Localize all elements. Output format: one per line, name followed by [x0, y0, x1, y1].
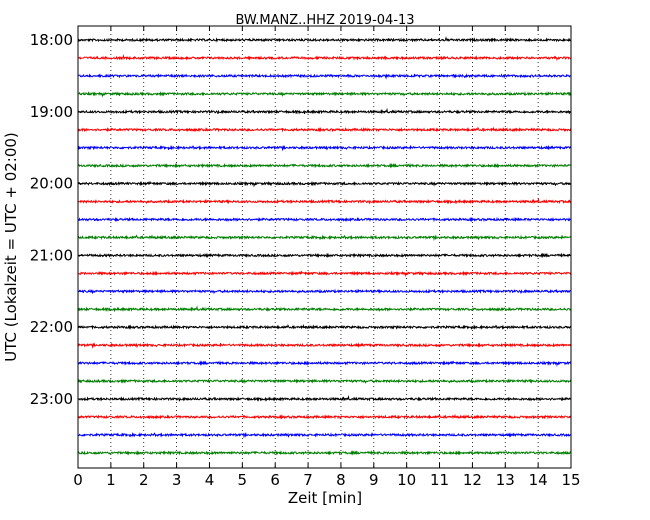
seismic-trace: [77, 234, 572, 242]
seismic-trace: [77, 270, 572, 278]
y-tick-label: 19:00: [30, 103, 73, 121]
seismic-trace: [77, 162, 572, 169]
x-tick-label: 3: [172, 471, 182, 489]
seismic-trace: [77, 107, 572, 115]
x-tick-label: 0: [73, 471, 83, 489]
y-axis-label: UTC (Lokalzeit = UTC + 02:00): [2, 132, 20, 362]
y-tick-label: 20:00: [30, 175, 73, 193]
seismic-trace: [77, 91, 572, 98]
seismic-trace: [77, 180, 572, 188]
seismic-trace: [77, 252, 572, 259]
seismic-trace: [77, 378, 572, 385]
seismic-trace: [77, 126, 572, 133]
y-tick-label: 21:00: [30, 246, 73, 264]
x-tick-label: 10: [397, 471, 416, 489]
chart-title: BW.MANZ..HHZ 2019-04-13: [235, 13, 414, 28]
y-tick-label: 23:00: [30, 390, 73, 408]
seismic-trace: [77, 431, 572, 439]
seismic-trace: [77, 36, 572, 43]
x-tick-label: 1: [106, 471, 116, 489]
seismic-trace: [77, 449, 572, 456]
seismic-trace: [77, 288, 572, 295]
seismic-trace: [77, 342, 572, 349]
x-tick-label: 13: [496, 471, 515, 489]
seismic-traces: [77, 36, 572, 456]
x-tick-label: 12: [463, 471, 482, 489]
seismic-trace: [77, 54, 572, 62]
seismic-trace: [77, 197, 572, 205]
seismic-trace: [77, 394, 572, 402]
x-tick-label: 8: [336, 471, 346, 489]
x-tick-label: 4: [205, 471, 215, 489]
seismic-trace: [77, 323, 572, 331]
seismic-trace: [77, 360, 572, 367]
y-axis-ticks: 18:00 19:00 20:00 21:00 22:00 23:00: [30, 31, 571, 408]
x-axis-label: Zeit [min]: [288, 489, 362, 507]
seismic-trace: [77, 73, 572, 80]
x-tick-label: 2: [139, 471, 149, 489]
x-tick-label: 14: [529, 471, 548, 489]
x-tick-label: 7: [303, 471, 313, 489]
x-tick-label: 11: [430, 471, 449, 489]
seismic-trace: [77, 305, 572, 312]
grid-lines: [110, 26, 539, 468]
plot-frame: [77, 25, 572, 469]
y-tick-label: 18:00: [30, 31, 73, 49]
x-tick-label: 9: [369, 471, 379, 489]
seismic-trace: [77, 144, 572, 152]
x-axis-ticks: 0 1 2 3 4 5 6 7 8 9 10 11 12 13 14 15: [73, 26, 581, 489]
y-tick-label: 22:00: [30, 318, 73, 336]
x-tick-label: 5: [238, 471, 248, 489]
x-tick-label: 6: [270, 471, 280, 489]
x-tick-label: 15: [561, 471, 580, 489]
seismic-trace: [77, 216, 572, 223]
seismic-trace: [77, 413, 572, 420]
